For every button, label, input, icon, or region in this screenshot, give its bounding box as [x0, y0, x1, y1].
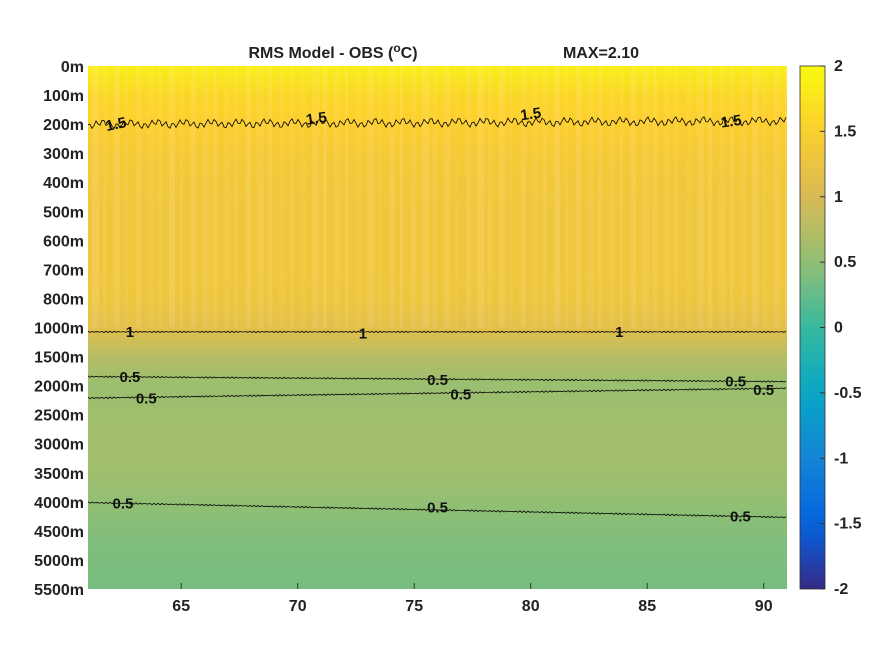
colorbar-tick-label: 1.5: [834, 123, 856, 140]
y-tick-label: 2000m: [34, 379, 84, 396]
contour-label: 1.5: [519, 105, 542, 125]
contour-label: 1.5: [305, 109, 328, 129]
y-tick-label: 800m: [43, 291, 84, 308]
contour-label: 1: [359, 325, 367, 342]
contour-label: 1.5: [720, 112, 743, 132]
colorbar-tick-label: -0.5: [834, 385, 862, 402]
contour-label: 0.5: [725, 373, 746, 390]
y-tick-label: 3500m: [34, 466, 84, 483]
y-tick-label: 1000m: [34, 321, 84, 338]
y-tick-label: 300m: [43, 146, 84, 163]
title-text: RMS Model - OBS (oC): [248, 41, 417, 62]
max-annotation: MAX=2.10: [563, 45, 639, 62]
y-tick-label: 200m: [43, 117, 84, 134]
chart-title: RMS Model - OBS (oC) MAX=2.10: [248, 41, 639, 62]
contour-label: 0.5: [427, 372, 448, 389]
contour-label: 1: [126, 324, 134, 341]
y-tick-label: 1500m: [34, 350, 84, 367]
x-axis: 65 70 75 80 85 90: [172, 583, 773, 615]
x-tick-label: 65: [172, 598, 190, 615]
colorbar-tick-label: -2: [834, 581, 848, 598]
colorbar-tick-label: -1: [834, 450, 848, 467]
plot-field: [88, 66, 787, 589]
contour-label: 0.5: [427, 500, 448, 517]
field-texture: [92, 66, 788, 328]
y-tick-label: 4000m: [34, 495, 84, 512]
contour-line-3: [87, 387, 787, 400]
contour-lines: [87, 116, 787, 519]
x-tick-label: 75: [405, 598, 423, 615]
contour-label: 0.5: [753, 382, 774, 399]
y-tick-label: 4500m: [34, 524, 84, 541]
y-tick-label: 100m: [43, 88, 84, 105]
colorbar-axis: 2 1.5 1 0.5 0 -0.5 -1 -1.5 -2: [820, 58, 862, 598]
y-tick-label: 5000m: [34, 553, 84, 570]
y-tick-label: 700m: [43, 262, 84, 279]
colorbar-tick-label: 1: [834, 189, 843, 206]
contour-label: 0.5: [113, 495, 134, 512]
contour-labels: 1.5 1.5 1.5 1.51 1 10.5 0.5 0.50.5 0.5 0.50.5 0.50…: [104, 105, 774, 526]
y-tick-label: 600m: [43, 233, 84, 250]
y-tick-label: 2500m: [34, 408, 84, 425]
x-tick-label: 80: [522, 598, 540, 615]
contour-line-0: [87, 116, 787, 130]
y-tick-label: 3000m: [34, 437, 84, 454]
contour-label: 0.5: [730, 508, 751, 525]
y-tick-label: 5500m: [34, 582, 84, 599]
contour-line-1: [87, 330, 787, 334]
contour-label: 0.5: [136, 391, 157, 408]
y-tick-label: 500m: [43, 204, 84, 221]
contour-label: 1: [615, 324, 623, 341]
x-tick-label: 90: [755, 598, 773, 615]
colorbar-tick-label: 0: [834, 320, 843, 337]
contour-label: 0.5: [120, 369, 141, 386]
contour-line-2: [87, 375, 787, 383]
x-tick-label: 85: [638, 598, 656, 615]
y-axis: 0m 100m 200m 300m 400m 500m 600m 700m 800m 1000m 1…: [34, 59, 84, 599]
colorbar-tick-label: -1.5: [834, 516, 862, 533]
contour-line-4: [87, 501, 787, 519]
y-tick-label: 0m: [61, 59, 84, 76]
y-tick-label: 400m: [43, 175, 84, 192]
colorbar-tick-label: 0.5: [834, 254, 856, 271]
contour-label: 0.5: [450, 386, 471, 403]
contour-label: 1.5: [104, 114, 128, 135]
colorbar-tick-label: 2: [834, 58, 843, 75]
x-tick-label: 70: [289, 598, 307, 615]
